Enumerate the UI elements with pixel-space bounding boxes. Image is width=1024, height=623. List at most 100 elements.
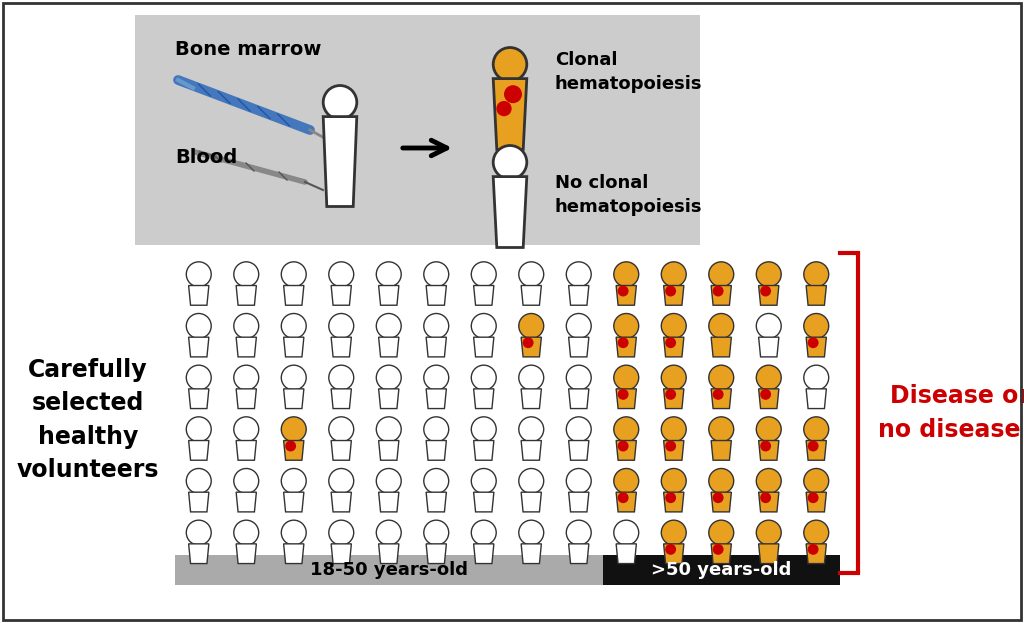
Polygon shape bbox=[474, 544, 494, 564]
Circle shape bbox=[613, 468, 639, 493]
Circle shape bbox=[713, 389, 724, 400]
Circle shape bbox=[709, 262, 734, 287]
Circle shape bbox=[757, 262, 781, 287]
Circle shape bbox=[808, 440, 818, 452]
Polygon shape bbox=[331, 285, 351, 305]
Circle shape bbox=[804, 262, 828, 287]
Circle shape bbox=[566, 417, 591, 442]
Circle shape bbox=[617, 285, 629, 297]
Polygon shape bbox=[616, 492, 636, 512]
Circle shape bbox=[471, 262, 497, 287]
Circle shape bbox=[329, 520, 353, 545]
Circle shape bbox=[282, 520, 306, 545]
Polygon shape bbox=[664, 492, 684, 512]
Circle shape bbox=[709, 313, 734, 338]
FancyBboxPatch shape bbox=[602, 555, 840, 585]
Polygon shape bbox=[664, 285, 684, 305]
Circle shape bbox=[282, 417, 306, 442]
Circle shape bbox=[804, 313, 828, 338]
Circle shape bbox=[329, 262, 353, 287]
Polygon shape bbox=[474, 492, 494, 512]
Circle shape bbox=[424, 417, 449, 442]
Circle shape bbox=[760, 285, 771, 297]
Circle shape bbox=[613, 520, 639, 545]
Circle shape bbox=[808, 544, 818, 555]
Circle shape bbox=[471, 417, 497, 442]
Polygon shape bbox=[331, 440, 351, 460]
Polygon shape bbox=[616, 337, 636, 357]
Polygon shape bbox=[806, 440, 826, 460]
Polygon shape bbox=[188, 337, 209, 357]
Polygon shape bbox=[324, 117, 356, 206]
Circle shape bbox=[471, 365, 497, 390]
Polygon shape bbox=[521, 285, 542, 305]
Circle shape bbox=[497, 101, 512, 117]
Circle shape bbox=[566, 520, 591, 545]
Polygon shape bbox=[759, 544, 779, 564]
Polygon shape bbox=[379, 337, 399, 357]
Text: Clonal
hematopoiesis: Clonal hematopoiesis bbox=[555, 51, 702, 93]
Circle shape bbox=[709, 520, 734, 545]
Polygon shape bbox=[284, 440, 304, 460]
Circle shape bbox=[804, 365, 828, 390]
Polygon shape bbox=[521, 440, 542, 460]
Polygon shape bbox=[664, 440, 684, 460]
Polygon shape bbox=[616, 440, 636, 460]
Circle shape bbox=[808, 337, 818, 348]
Circle shape bbox=[709, 365, 734, 390]
Circle shape bbox=[757, 520, 781, 545]
Circle shape bbox=[757, 417, 781, 442]
Circle shape bbox=[617, 440, 629, 452]
Polygon shape bbox=[237, 492, 256, 512]
Polygon shape bbox=[616, 544, 636, 564]
Circle shape bbox=[471, 313, 497, 338]
Polygon shape bbox=[474, 440, 494, 460]
Polygon shape bbox=[494, 176, 526, 247]
Circle shape bbox=[666, 285, 676, 297]
Circle shape bbox=[662, 313, 686, 338]
Polygon shape bbox=[711, 544, 731, 564]
Polygon shape bbox=[474, 389, 494, 409]
Polygon shape bbox=[237, 544, 256, 564]
Polygon shape bbox=[331, 389, 351, 409]
Polygon shape bbox=[474, 285, 494, 305]
Circle shape bbox=[666, 389, 676, 400]
Polygon shape bbox=[237, 285, 256, 305]
Circle shape bbox=[471, 468, 497, 493]
Polygon shape bbox=[568, 544, 589, 564]
Polygon shape bbox=[806, 544, 826, 564]
Circle shape bbox=[662, 262, 686, 287]
Circle shape bbox=[233, 313, 259, 338]
Circle shape bbox=[566, 313, 591, 338]
Circle shape bbox=[804, 520, 828, 545]
Circle shape bbox=[186, 520, 211, 545]
Circle shape bbox=[471, 520, 497, 545]
Circle shape bbox=[760, 440, 771, 452]
Circle shape bbox=[424, 468, 449, 493]
Circle shape bbox=[494, 146, 526, 179]
Polygon shape bbox=[711, 440, 731, 460]
Circle shape bbox=[233, 520, 259, 545]
Polygon shape bbox=[426, 440, 446, 460]
Polygon shape bbox=[284, 285, 304, 305]
Polygon shape bbox=[494, 78, 526, 150]
Polygon shape bbox=[521, 389, 542, 409]
Circle shape bbox=[662, 520, 686, 545]
Circle shape bbox=[376, 520, 401, 545]
Polygon shape bbox=[711, 337, 731, 357]
Circle shape bbox=[613, 313, 639, 338]
Circle shape bbox=[282, 365, 306, 390]
Circle shape bbox=[285, 440, 296, 452]
Circle shape bbox=[282, 262, 306, 287]
Circle shape bbox=[504, 85, 522, 103]
Text: No clonal
hematopoiesis: No clonal hematopoiesis bbox=[555, 174, 702, 216]
Text: Bone marrow: Bone marrow bbox=[175, 40, 322, 59]
Circle shape bbox=[662, 468, 686, 493]
Circle shape bbox=[186, 365, 211, 390]
Circle shape bbox=[186, 262, 211, 287]
Polygon shape bbox=[806, 285, 826, 305]
Polygon shape bbox=[568, 440, 589, 460]
Circle shape bbox=[186, 313, 211, 338]
Polygon shape bbox=[237, 440, 256, 460]
Circle shape bbox=[329, 417, 353, 442]
